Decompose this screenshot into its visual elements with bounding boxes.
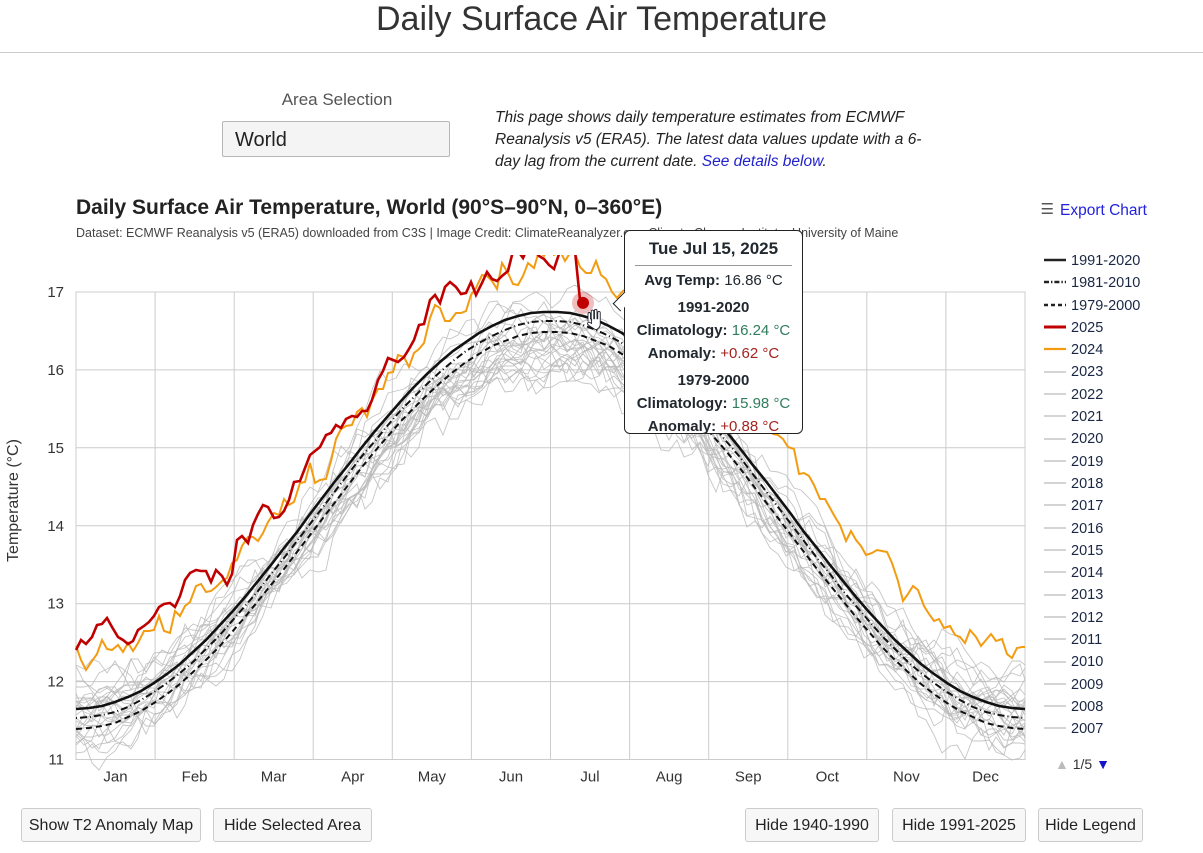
svg-text:14: 14 (47, 518, 64, 535)
svg-text:Dec: Dec (972, 769, 999, 786)
svg-text:Jun: Jun (499, 769, 523, 786)
svg-text:Oct: Oct (816, 769, 840, 786)
svg-text:11: 11 (48, 752, 64, 769)
svg-text:16: 16 (47, 362, 64, 379)
svg-text:17: 17 (47, 284, 64, 301)
svg-text:Sep: Sep (735, 769, 762, 786)
svg-text:13: 13 (47, 596, 64, 613)
svg-text:12: 12 (47, 674, 64, 691)
svg-text:Aug: Aug (656, 769, 683, 786)
svg-text:May: May (418, 769, 447, 786)
svg-text:Temperature (°C): Temperature (°C) (5, 439, 22, 562)
svg-text:Nov: Nov (893, 769, 920, 786)
svg-text:Jul: Jul (580, 769, 599, 786)
svg-text:Mar: Mar (261, 769, 287, 786)
svg-text:Feb: Feb (182, 769, 208, 786)
svg-text:Jan: Jan (103, 769, 127, 786)
svg-text:15: 15 (47, 440, 64, 457)
svg-text:Apr: Apr (341, 769, 364, 786)
